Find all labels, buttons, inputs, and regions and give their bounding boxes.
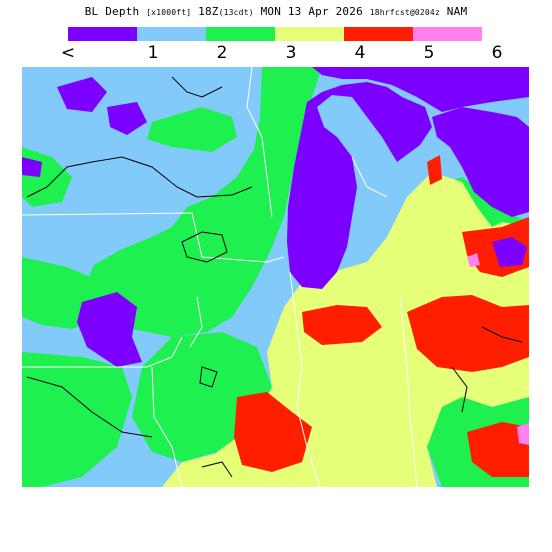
- legend-swatch-4-5: [344, 27, 413, 41]
- state-borders: [22, 67, 418, 487]
- legend-label-4: 4: [354, 43, 366, 63]
- depth-contours: [26, 76, 523, 478]
- legend-label-5: 5: [423, 43, 435, 63]
- legend-label-6: 6: [491, 43, 503, 63]
- lake-superior: [312, 67, 529, 112]
- title-time-local: (13cdt): [218, 8, 254, 17]
- title-units: [x1000ft]: [146, 8, 192, 17]
- bl-depth-map: [22, 67, 529, 487]
- lake-huron: [432, 107, 529, 217]
- field-lt1: [22, 77, 527, 367]
- field-5-6: [467, 253, 529, 445]
- legend-label-1: 1: [147, 43, 159, 63]
- title-model: NAM: [446, 5, 468, 18]
- lake-michigan: [287, 82, 432, 289]
- map-title: BL Depth [x1000ft] 18Z(13cdt) MON 13 Apr…: [0, 5, 552, 18]
- legend-swatch-1-2: [137, 27, 206, 41]
- legend-label-lt: <: [60, 43, 76, 63]
- title-main: BL Depth: [84, 5, 140, 18]
- legend-swatch-5-6: [413, 27, 482, 41]
- legend-swatch-2-3: [206, 27, 275, 41]
- field-4-5: [234, 155, 529, 477]
- legend-label-3: 3: [285, 43, 297, 63]
- title-time: 18Z: [198, 5, 219, 18]
- title-forecast: 18hrfcst@0204z: [369, 8, 440, 17]
- legend-swatch-lt1: [68, 27, 137, 41]
- legend-label-2: 2: [216, 43, 228, 63]
- legend-labels: < 1 2 3 4 5 6: [0, 43, 552, 65]
- color-legend-bar: [68, 27, 482, 41]
- legend-swatch-3-4: [275, 27, 344, 41]
- great-lakes: [287, 67, 529, 289]
- title-date: MON 13 Apr 2026: [260, 5, 363, 18]
